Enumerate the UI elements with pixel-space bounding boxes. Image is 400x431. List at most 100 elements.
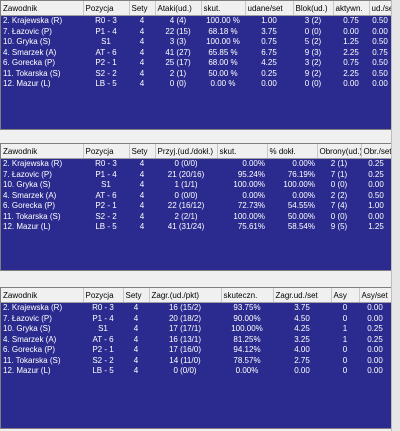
cell: 3.25 — [294, 334, 310, 344]
table-row[interactable]: 12. Mazur (L) LB - 5 4 0 (0) 0.00 % 0.00 0 (0)… — [1, 79, 391, 90]
col-serves[interactable]: Zagr.(ud./pkt) — [149, 288, 222, 303]
cell: 4 — [139, 37, 145, 46]
cell: 6. Gorecka (P) — [3, 201, 56, 210]
cell: 2.75 — [294, 355, 310, 365]
col-position[interactable]: Pozycja — [83, 1, 130, 16]
cell: 0.25 — [367, 324, 383, 333]
vertical-scrollbar[interactable] — [391, 0, 400, 431]
col-player[interactable]: Zawodnik — [1, 1, 84, 16]
col-success-per-set[interactable]: udane/set — [245, 1, 294, 16]
cell: 2. Krajewska (R) — [3, 159, 63, 168]
col-blocks[interactable]: Blok(ud.) — [293, 1, 334, 16]
cell: 54.55% — [287, 201, 315, 210]
cell: 4 (4) — [169, 16, 187, 25]
table-row[interactable]: 6. Gorecka (P) P2 - 1 4 17 (16/0) 94.12% 4.00… — [1, 345, 391, 356]
cell: 4 — [139, 58, 145, 67]
table-row[interactable]: 7. Łazovic (P) P1 - 4 4 21 (20/16) 95.24% 76.… — [1, 170, 391, 181]
col-receptions[interactable]: Przyj.(ud./dokł.) — [155, 144, 218, 159]
cell: 4. Smarzek (A) — [3, 47, 57, 57]
cell: 0.00% — [292, 159, 315, 168]
table-row[interactable]: 10. Gryka (S) S1 4 17 (17/1) 100.00% 4.25 1 0.2… — [1, 324, 391, 335]
col-player[interactable]: Zawodnik — [1, 144, 84, 159]
col-defense-per-set[interactable]: Obr./set — [361, 144, 391, 159]
cell: 16 (13/1) — [168, 334, 202, 344]
cell: S2 - 2 — [95, 68, 117, 78]
cell: 10. Gryka (S) — [3, 324, 51, 333]
cell: AT - 6 — [92, 334, 114, 344]
col-aces-per-set[interactable]: Asy/set — [359, 288, 391, 303]
col-player[interactable]: Zawodnik — [1, 288, 84, 303]
cell: 0 — [342, 355, 348, 365]
cell: P1 - 4 — [95, 169, 117, 179]
cell: 7. Łazovic (P) — [3, 313, 52, 323]
cell: 2 (1) — [169, 68, 187, 78]
cell: 100.00% — [233, 211, 265, 221]
col-blocks-per-set[interactable]: ud./set — [369, 1, 391, 16]
attack-stats-panel: Zawodnik Pozycja Sety Ataki(ud.) skut. u… — [0, 0, 392, 130]
table-row[interactable]: 4. Smarzek (A) AT - 6 4 0 (0/0) 0.00% 0.00% 2 … — [1, 191, 391, 202]
col-effectiveness[interactable]: skuteczn. — [221, 288, 274, 303]
cell: 12. Mazur (L) — [3, 366, 51, 375]
table-row[interactable]: 11. Tokarska (S) S2 - 2 4 14 (11/0) 78.57% 2.… — [1, 356, 391, 367]
cell: 9 (5) — [330, 222, 348, 231]
col-sets[interactable]: Sety — [123, 288, 150, 303]
cell: 0.00 — [367, 313, 383, 323]
cell: 4 — [139, 169, 145, 179]
col-accuracy[interactable]: % dokł. — [267, 144, 318, 159]
cell: 4 — [139, 79, 145, 88]
reception-rows: 2. Krajewska (R) R0 - 3 4 0 (0/0) 0.00% 0.00%… — [1, 159, 391, 233]
cell: 9 (2) — [304, 68, 322, 78]
cell: 0.00 — [367, 355, 383, 365]
col-defense[interactable]: Obrony(ud.) — [317, 144, 362, 159]
table-row[interactable]: 11. Tokarska (S) S2 - 2 4 2 (2/1) 100.00% 50.… — [1, 212, 391, 223]
table-row[interactable]: 4. Smarzek (A) AT - 6 4 16 (13/1) 81.25% 3.25… — [1, 335, 391, 346]
cell: 1.00 — [368, 201, 384, 210]
cell: 0.00% — [235, 366, 259, 375]
cell: 4 — [133, 303, 139, 312]
cell: 0 — [342, 345, 348, 354]
col-aces[interactable]: Asy — [331, 288, 360, 303]
col-activity[interactable]: aktywn. — [333, 1, 370, 16]
cell: 4.00 — [294, 345, 310, 354]
cell: 0.25 — [368, 159, 384, 168]
table-row[interactable]: 12. Mazur (L) LB - 5 4 0 (0/0) 0.00% 0.00 0 0.0… — [1, 366, 391, 377]
cell: 1.25 — [343, 37, 359, 46]
col-efficiency[interactable]: skut. — [201, 1, 246, 16]
col-position[interactable]: Pozycja — [83, 144, 130, 159]
col-attacks[interactable]: Ataki(ud.) — [155, 1, 202, 16]
cell: 0 (0/0) — [174, 159, 198, 168]
table-row[interactable]: 7. Łazovic (P) P1 - 4 4 22 (15) 68.18 % 3.75 0… — [1, 27, 391, 38]
col-position[interactable]: Pozycja — [83, 288, 124, 303]
cell: 17 (16/0) — [168, 345, 202, 354]
col-efficiency[interactable]: skut. — [217, 144, 268, 159]
cell: 4 — [133, 366, 139, 375]
cell: 0.25 — [261, 68, 277, 78]
table-row[interactable]: 2. Krajewska (R) R0 - 3 4 4 (4) 100.00 % 1.00… — [1, 16, 391, 27]
table-header-row: Zawodnik Pozycja Sety Przyj.(ud./dokł.) … — [1, 144, 391, 159]
cell: S1 — [101, 37, 111, 46]
col-sets[interactable]: Sety — [129, 144, 156, 159]
cell: 4 — [139, 47, 145, 57]
cell: 7. Łazovic (P) — [3, 169, 52, 179]
cell: 0.00 — [372, 79, 388, 88]
table-row[interactable]: 2. Krajewska (R) R0 - 3 4 0 (0/0) 0.00% 0.00%… — [1, 159, 391, 170]
cell: 3 (3) — [169, 37, 187, 46]
table-row[interactable]: 4. Smarzek (A) AT - 6 4 41 (27) 65.85 % 6.75 9… — [1, 48, 391, 59]
cell: 0 — [342, 313, 348, 323]
cell: R0 - 3 — [95, 16, 117, 25]
table-row[interactable]: 6. Gorecka (P) P2 - 1 4 22 (16/12) 72.73% 54.… — [1, 201, 391, 212]
table-row[interactable]: 12. Mazur (L) LB - 5 4 41 (31/24) 75.61% 58.5… — [1, 222, 391, 233]
col-sets[interactable]: Sety — [129, 1, 156, 16]
table-row[interactable]: 6. Gorecka (P) P2 - 1 4 25 (17) 68.00 % 4.25 3… — [1, 58, 391, 69]
cell: R0 - 3 — [92, 303, 114, 312]
cell: 4 — [139, 180, 145, 189]
cell: 0.75 — [261, 37, 277, 46]
table-row[interactable]: 11. Tokarska (S) S2 - 2 4 2 (1) 50.00 % 0.25 9… — [1, 69, 391, 80]
table-row[interactable]: 10. Gryka (S) S1 4 1 (1/1) 100.00% 100.00% 0 (… — [1, 180, 391, 191]
col-serves-per-set[interactable]: Zagr.ud./set — [273, 288, 332, 303]
table-row[interactable]: 7. Łazovic (P) P1 - 4 4 20 (18/2) 90.00% 4.50… — [1, 314, 391, 325]
cell: AT - 6 — [95, 47, 117, 57]
table-row[interactable]: 2. Krajewska (R) R0 - 3 4 16 (15/2) 93.75% 3.… — [1, 303, 391, 314]
table-row[interactable]: 10. Gryka (S) S1 4 3 (3) 100.00 % 0.75 5 (2) 1.… — [1, 37, 391, 48]
cell: 65.85 % — [208, 47, 238, 57]
